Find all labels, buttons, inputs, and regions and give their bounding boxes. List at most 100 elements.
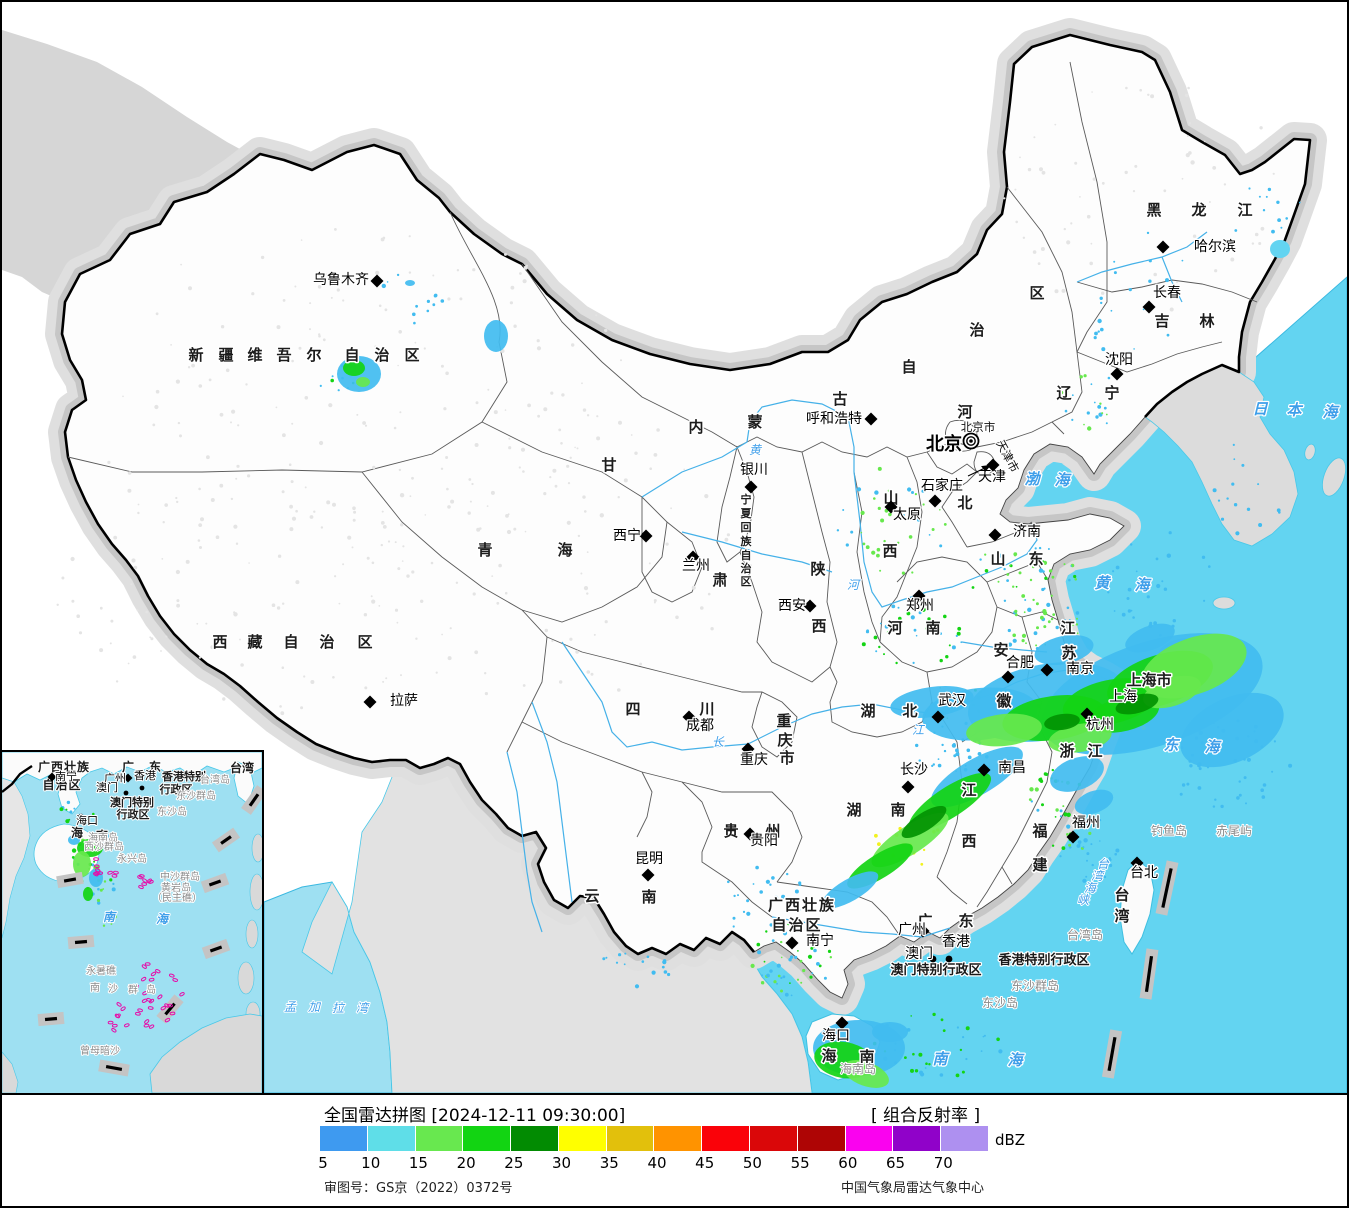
map-label: 州 [764,822,780,840]
radar-speckle [797,908,801,912]
radar-speckle [447,505,451,509]
china-radar-map: 黑龙江吉林辽宁内蒙古自治区河北山西山东河南安徽江苏浙江湖北湖南江西福建广东海南贵… [2,2,1347,1093]
map-label: 自 [283,633,298,651]
radar-speckle [877,466,882,471]
colorbar-tick: 30 [552,1154,572,1172]
radar-speckle [1007,628,1011,633]
map-label: 南 [641,888,656,906]
radar-speckle [375,270,380,275]
map-label: 沙 [108,983,118,995]
radar-speckle [387,540,391,543]
data-credit: 中国气象局雷达气象中心 [841,1181,985,1196]
radar-speckle [879,569,882,572]
radar-speckle [236,464,240,468]
radar-speckle [1051,575,1055,579]
radar-speckle [1189,764,1193,768]
city-label: 乌鲁木齐 [313,272,369,288]
map-label: 香港特别行政区 [997,952,1089,968]
radar-speckle [1276,200,1280,204]
radar-echo [1048,723,1112,753]
radar-speckle [962,1036,965,1039]
island-mark [167,1003,173,1008]
radar-speckle [176,599,180,603]
radar-speckle [102,924,106,927]
radar-speckle [336,288,340,292]
radar-speckle [1044,576,1048,580]
radar-speckle [939,1073,944,1077]
radar-speckle [99,648,104,653]
map-label: 甘 [601,456,616,474]
radar-speckle [97,901,101,905]
radar-speckle [630,434,633,436]
radar-speckle [1054,289,1059,294]
map-label: 海 [821,1047,836,1065]
island-mark [142,878,148,883]
dash-segment [209,945,223,953]
radar-speckle [1043,625,1047,629]
colorbar-cell-15 [415,1126,463,1151]
radar-speckle [1125,86,1128,90]
island-mark [155,969,161,974]
radar-speckle [164,503,168,507]
island-mark [141,882,148,886]
map-label: 吾 [276,346,291,364]
radar-speckle [149,636,152,639]
radar-speckle [794,955,798,960]
radar-speckle [1095,415,1099,419]
radar-speckle [413,321,416,325]
radar-speckle [883,539,886,543]
radar-speckle [759,890,763,894]
city-marker-diamond [743,827,757,841]
city-marker-diamond [686,550,700,564]
radar-speckle [871,550,876,555]
island-mark [111,1028,117,1033]
map-label: 广 [917,912,932,930]
island-mark [133,984,140,990]
radar-speckle [469,500,472,503]
radar-speckle [70,556,75,562]
colorbar-unit: dBZ [995,1131,1026,1149]
radar-speckle [781,920,785,924]
map-label: 治 [319,633,334,651]
dash-segment [248,793,260,807]
radar-speckle [1014,613,1018,617]
map-label: 新 [188,346,203,364]
radar-speckle [289,504,293,509]
radar-speckle [773,980,777,984]
radar-speckle [1063,563,1066,566]
radar-speckle [504,252,507,256]
city-marker-diamond [1001,670,1015,684]
map-label: 东沙岛 [982,995,1018,1010]
map-label: 西 [212,633,227,651]
radar-speckle [877,506,881,510]
radar-speckle [1109,863,1113,868]
radar-speckle [873,497,876,500]
radar-speckle [522,684,526,687]
map-label: 南 [96,828,108,843]
city-label: 哈尔滨 [1194,239,1236,255]
map-labels: 黑龙江吉 林辽 宁内 蒙古自治区河北山西山东河 南安徽江苏浙 江湖 北湖 南江西福建广 东海 南贵… [187,200,1342,1078]
radar-speckle [279,705,282,708]
map-label: 宁 [741,492,752,506]
radar-speckle [304,486,307,489]
khanka-lake [1270,240,1290,258]
radar-speckle [977,752,982,756]
city-marker-diamond [803,599,817,613]
radar-speckle [1014,188,1017,191]
radar-speckle [1071,418,1074,421]
radar-speckle [222,697,226,701]
radar-speckle [818,964,822,968]
map-label: 南 [890,801,905,819]
map-label: 东沙岛 [157,805,187,818]
radar-speckle [590,672,594,676]
radar-speckle [811,943,816,948]
island-mark [164,1003,170,1008]
radar-speckle [1238,793,1242,797]
radar-speckle [1023,611,1026,614]
radar-speckle [352,506,356,511]
radar-speckle [984,553,987,556]
map-label: 东沙群岛 [176,789,216,802]
radar-speckle [185,559,190,564]
japan-island-2 [1304,443,1316,461]
radar-speckle [320,526,324,529]
